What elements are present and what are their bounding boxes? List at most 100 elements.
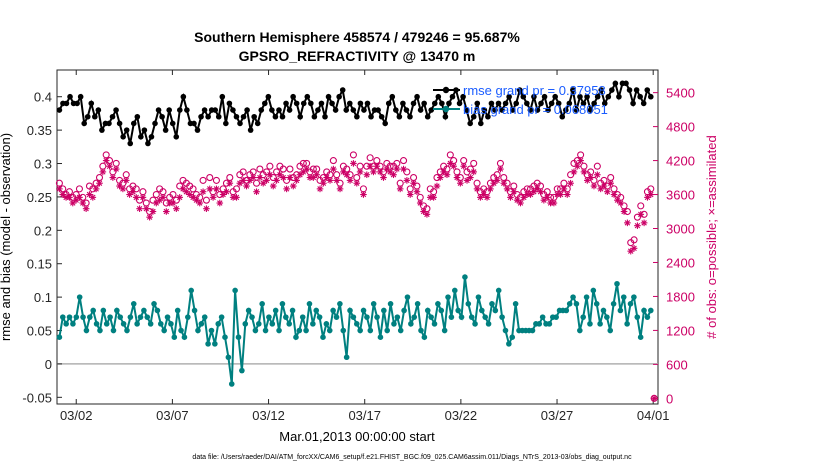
bias-point [299, 314, 306, 320]
assimilated-marker-stroke [347, 177, 353, 184]
possible-obs-marker [239, 168, 247, 176]
assimilated-obs-marker [634, 222, 641, 229]
bias-point [80, 314, 86, 320]
bias-point [587, 321, 593, 327]
assimilated-marker-stroke [93, 186, 99, 192]
assimilated-obs-marker [600, 182, 608, 190]
rmse-point [173, 134, 180, 140]
possible-obs-marker [286, 165, 294, 173]
rmse-point [315, 107, 321, 113]
rmse-point [562, 107, 569, 113]
assimilated-obs-marker [560, 185, 568, 193]
right-tick-label: 1200 [666, 323, 695, 338]
rmse-point [378, 113, 385, 120]
assimilated-marker-stroke [544, 194, 550, 201]
rmse-point [605, 93, 612, 100]
rmse-point [594, 93, 601, 100]
rmse-point [177, 107, 183, 113]
bias-point [279, 301, 286, 307]
rmse-point [456, 100, 463, 107]
assimilated-marker-stroke [253, 188, 260, 195]
assimilated-marker-stroke [90, 194, 96, 201]
assimilated-marker-stroke [103, 157, 109, 164]
assimilated-obs-marker [289, 182, 297, 190]
left-axis-ticks: -0.05 0 0.05 0.1 0.15 0.2 0.25 0.3 0.35 0.4 [22, 90, 62, 405]
rmse-point [339, 87, 346, 93]
rmse-point [219, 93, 226, 100]
obs-count-markers [55, 151, 658, 402]
possible-obs-marker [637, 202, 645, 210]
right-tick-label: 1800 [666, 289, 695, 304]
assimilated-marker-stroke [340, 169, 347, 175]
assimilated-marker-stroke [564, 191, 570, 198]
assimilated-obs-marker [92, 185, 100, 193]
assimilated-marker-stroke [447, 160, 454, 167]
rmse-point [99, 127, 105, 133]
assimilated-marker-stroke [323, 174, 330, 181]
assimilated-marker-stroke [176, 194, 183, 201]
x-tick-label: 04/01 [637, 408, 670, 423]
assimilated-marker-stroke [474, 186, 480, 192]
bias-point [441, 327, 448, 334]
rmse-point [410, 100, 417, 107]
bias-point [404, 294, 411, 300]
assimilated-obs-marker [597, 185, 604, 193]
assimilated-marker-stroke [404, 177, 410, 184]
rmse-point [354, 113, 360, 120]
bias-point [418, 327, 424, 334]
assimilated-marker-stroke [410, 180, 417, 186]
assimilated-marker-stroke [454, 174, 460, 181]
bias-point [539, 314, 546, 320]
rmse-point [527, 107, 534, 113]
rmse-point [513, 100, 520, 107]
assimilated-obs-marker [286, 174, 294, 181]
assimilated-marker-stroke [470, 169, 477, 175]
assimilated-marker-stroke [110, 174, 116, 181]
assimilated-obs-marker [607, 179, 614, 187]
assimilated-obs-marker [269, 182, 277, 190]
assimilated-marker-stroke [417, 200, 423, 206]
rmse-point [644, 87, 651, 93]
rmse-point [308, 100, 314, 107]
rmse-point [601, 100, 608, 107]
assimilated-marker-stroke [360, 191, 367, 198]
assimilated-marker-stroke [591, 183, 597, 189]
bias-point [475, 294, 482, 300]
bias-point [181, 334, 188, 341]
bias-point [370, 301, 377, 307]
assimilated-obs-marker [590, 182, 598, 190]
bias-point [577, 327, 583, 334]
left-tick-label: 0.15 [27, 257, 52, 272]
assimilated-obs-marker [253, 188, 260, 196]
assimilated-marker-stroke [136, 205, 143, 212]
right-tick-label: 4200 [666, 154, 695, 169]
assimilated-obs-marker [149, 208, 157, 215]
assimilated-obs-marker [500, 179, 508, 187]
rmse-point [598, 87, 605, 93]
rmse-point [368, 113, 374, 120]
assimilated-obs-marker [206, 185, 214, 193]
bias-point [401, 307, 407, 314]
rmse-point [428, 107, 435, 113]
right-tick-label: 3000 [666, 222, 695, 237]
legend: rmse grand pr = 0.37958 bias grand pr = … [433, 83, 608, 117]
bias-point [627, 301, 634, 307]
rmse-point [474, 100, 481, 107]
possible-obs-marker [399, 157, 408, 165]
rmse-point [538, 100, 544, 107]
assimilated-marker-stroke [250, 174, 256, 181]
rmse-point [421, 100, 427, 107]
assimilated-marker-stroke [380, 174, 387, 181]
rmse-point [435, 93, 442, 100]
bias-point [120, 321, 127, 327]
bias-point [130, 301, 137, 307]
assimilated-marker-stroke [354, 180, 360, 186]
assimilated-obs-marker [283, 185, 290, 193]
bias-point [185, 314, 191, 320]
assimilated-obs-marker [320, 179, 327, 187]
bias-point [114, 307, 120, 314]
possible-obs-marker [152, 190, 160, 199]
assimilated-marker-stroke [277, 171, 283, 178]
assimilated-obs-marker [303, 165, 310, 173]
assimilated-marker-stroke [180, 186, 186, 192]
